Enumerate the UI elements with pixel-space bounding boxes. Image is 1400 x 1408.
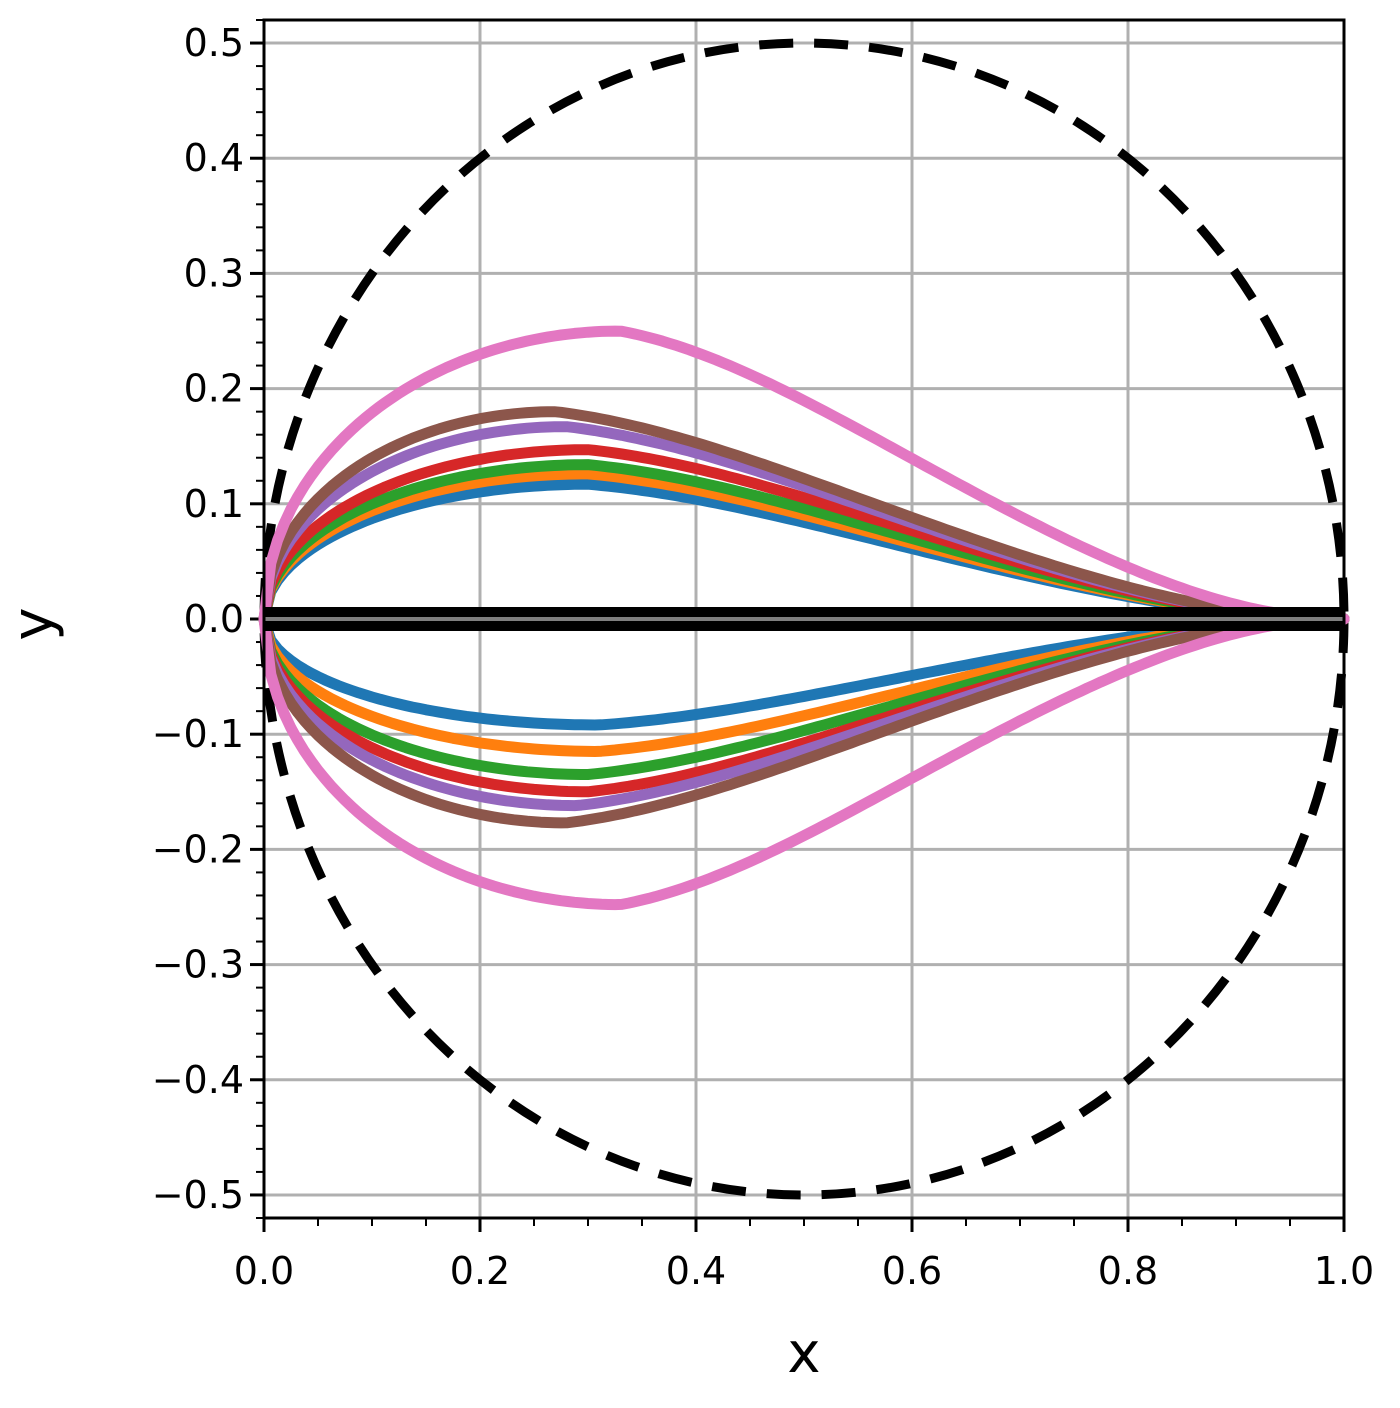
y-tick-label: −0.4 — [152, 1058, 244, 1102]
y-tick-label: 0.2 — [184, 367, 244, 411]
y-tick-label: 0.5 — [184, 21, 244, 65]
x-tick-label: 0.0 — [234, 1249, 294, 1293]
series-5-upper-surface — [258, 406, 1350, 625]
x-tick-labels: 0.0 0.2 0.4 0.6 0.8 1.0 — [234, 1249, 1374, 1293]
x-tick-label: 0.4 — [666, 1249, 726, 1293]
y-tick-label: 0.1 — [184, 482, 244, 526]
y-tick-label: 0.0 — [184, 597, 244, 641]
series-5-lower-surface — [258, 613, 1350, 829]
plot-frame — [262, 18, 1346, 1220]
y-tick-label: −0.2 — [152, 827, 244, 871]
major-ticks — [250, 41, 1346, 1232]
y-axis-label: y — [1, 607, 66, 640]
x-axis-label: x — [787, 1321, 820, 1386]
series-6 — [258, 325, 1350, 911]
baseline — [264, 607, 1344, 631]
series-6-upper-surface — [258, 325, 1350, 625]
x-tick-label: 0.8 — [1098, 1249, 1158, 1293]
series-6-lower-surface — [258, 613, 1350, 911]
y-tick-label: 0.4 — [184, 136, 244, 180]
y-tick-label: 0.3 — [184, 251, 244, 295]
series-5 — [258, 406, 1350, 829]
y-tick-label: −0.5 — [152, 1173, 244, 1217]
y-tick-label: −0.3 — [152, 943, 244, 987]
x-tick-label: 1.0 — [1314, 1249, 1374, 1293]
x-tick-label: 0.2 — [450, 1249, 510, 1293]
y-tick-label: −0.1 — [152, 712, 244, 756]
y-tick-labels: −0.5 −0.4 −0.3 −0.2 −0.1 0.0 0.1 0.2 0.3 0.4 0.5 — [152, 21, 244, 1217]
series-layer — [258, 325, 1350, 911]
x-tick-label: 0.6 — [882, 1249, 942, 1293]
